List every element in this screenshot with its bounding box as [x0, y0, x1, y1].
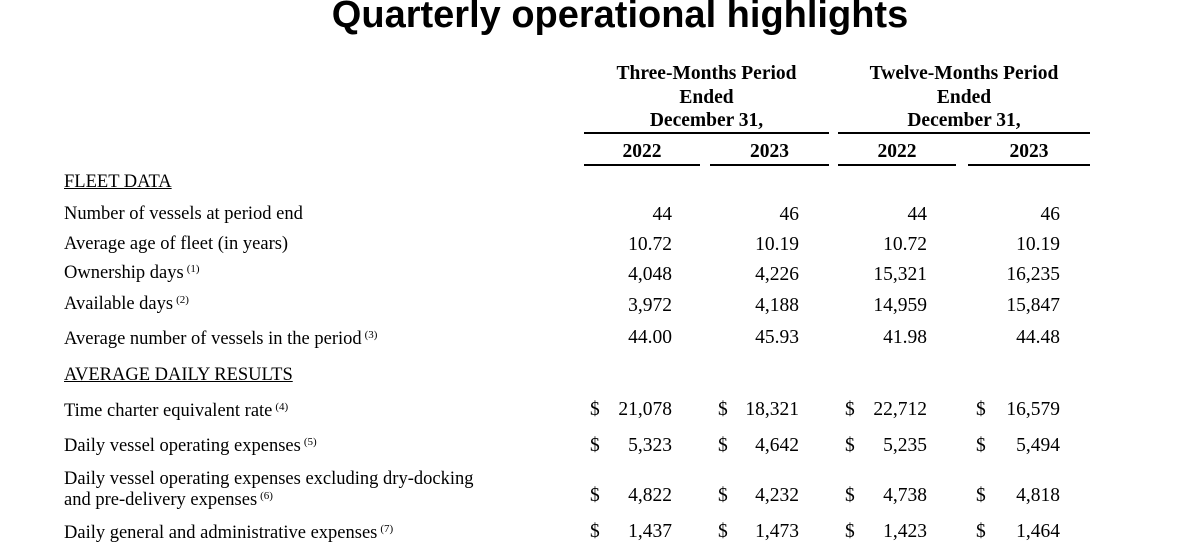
footnote-marker: (2) — [176, 294, 189, 306]
value-cell: 15,321 — [873, 264, 927, 285]
year-header: 2022 — [622, 141, 662, 162]
value-cell: 45.93 — [755, 327, 799, 348]
currency-symbol: $ — [845, 399, 855, 420]
footnote-marker: (4) — [275, 401, 289, 413]
value-cell: 4,642 — [755, 435, 799, 456]
header-rule — [584, 132, 829, 134]
col-group-line3: December 31, — [907, 110, 1021, 131]
page-title: Quarterly operational highlights — [331, 0, 909, 36]
row-label: Time charter equivalent rate (4) — [64, 401, 289, 421]
col-group-line3: December 31, — [649, 110, 764, 131]
year-header: 2022 — [877, 141, 917, 162]
col-group-twelve-months: Twelve-Months Period Ended December 31, — [838, 62, 1090, 133]
value-cell: 1,423 — [883, 521, 927, 542]
footnote-marker: (3) — [364, 329, 378, 341]
currency-symbol: $ — [976, 399, 986, 420]
currency-symbol: $ — [718, 485, 728, 506]
value-cell: 1,437 — [628, 521, 672, 542]
row-label: Daily vessel operating expenses (5) — [64, 436, 317, 456]
header-rule — [838, 132, 1090, 134]
currency-symbol: $ — [718, 521, 728, 542]
value-cell: 10.19 — [1016, 234, 1060, 255]
col-group-line2: Ended — [679, 86, 734, 108]
year-rule — [838, 164, 956, 166]
year-header: 2023 — [1009, 141, 1049, 162]
value-cell: 4,818 — [1016, 485, 1060, 506]
value-cell: 21,078 — [618, 399, 672, 420]
currency-symbol: $ — [845, 521, 855, 542]
value-cell: 46 — [1040, 204, 1061, 225]
value-cell: 44.48 — [1016, 327, 1060, 348]
currency-symbol: $ — [845, 435, 855, 456]
row-label: Ownership days (1) — [64, 263, 200, 283]
currency-symbol: $ — [976, 435, 986, 456]
value-cell: 16,579 — [1006, 399, 1060, 420]
value-cell: 4,226 — [755, 264, 799, 285]
currency-symbol: $ — [718, 399, 728, 420]
value-cell: 5,235 — [883, 435, 927, 456]
value-cell: 1,473 — [755, 521, 799, 542]
value-cell: 44 — [907, 204, 928, 225]
value-cell: 1,464 — [1016, 521, 1060, 542]
row-label: Average number of vessels in the period(… — [64, 329, 378, 349]
currency-symbol: $ — [845, 485, 855, 506]
footnote-marker: (1) — [186, 263, 200, 275]
value-cell: 4,232 — [755, 485, 799, 506]
footnote-marker: (5) — [303, 436, 317, 448]
row-label-line2: and pre-delivery expenses (6) — [64, 490, 273, 510]
year-rule — [710, 164, 829, 166]
value-cell: 5,323 — [628, 435, 672, 456]
value-cell: 3,972 — [628, 295, 672, 316]
value-cell: 22,712 — [873, 399, 927, 420]
section-heading-fleet-data: FLEET DATA — [64, 172, 172, 192]
currency-symbol: $ — [590, 485, 600, 506]
value-cell: 14,959 — [873, 295, 927, 316]
value-cell: 10.19 — [755, 234, 799, 255]
footnote-marker: (7) — [380, 523, 394, 535]
row-label: Daily general and administrative expense… — [64, 523, 394, 543]
row-label: Average age of fleet (in years) — [64, 234, 289, 254]
year-rule — [584, 164, 700, 166]
currency-symbol: $ — [590, 399, 600, 420]
col-group-line2: Ended — [936, 86, 992, 108]
row-label: Daily vessel operating expenses excludin… — [64, 469, 473, 511]
footnote-marker: (6) — [260, 490, 273, 502]
value-cell: 4,738 — [883, 485, 927, 506]
row-label: Number of vessels at period end — [64, 204, 303, 224]
currency-symbol: $ — [590, 435, 600, 456]
value-cell: 15,847 — [1006, 295, 1060, 316]
value-cell: 16,235 — [1006, 264, 1060, 285]
value-cell: 4,822 — [628, 485, 672, 506]
value-cell: 4,188 — [755, 295, 799, 316]
value-cell: 5,494 — [1016, 435, 1060, 456]
year-rule — [968, 164, 1090, 166]
value-cell: 46 — [779, 204, 800, 225]
value-cell: 44.00 — [628, 327, 672, 348]
col-group-line1: Three-Months Period — [616, 63, 797, 84]
section-heading-average-daily-results: AVERAGE DAILY RESULTS — [64, 365, 293, 385]
col-group-three-months: Three-Months Period Ended December 31, — [584, 62, 829, 133]
value-cell: 10.72 — [628, 234, 672, 255]
row-label-line1: Daily vessel operating expenses excludin… — [64, 469, 474, 489]
col-group-line1: Twelve-Months Period — [869, 63, 1059, 84]
currency-symbol: $ — [976, 521, 986, 542]
value-cell: 18,321 — [745, 399, 799, 420]
value-cell: 44 — [652, 204, 673, 225]
value-cell: 41.98 — [883, 327, 927, 348]
currency-symbol: $ — [976, 485, 986, 506]
currency-symbol: $ — [718, 435, 728, 456]
currency-symbol: $ — [590, 521, 600, 542]
row-label: Available days (2) — [64, 294, 189, 314]
value-cell: 4,048 — [628, 264, 672, 285]
year-header: 2023 — [750, 141, 789, 162]
value-cell: 10.72 — [883, 234, 927, 255]
